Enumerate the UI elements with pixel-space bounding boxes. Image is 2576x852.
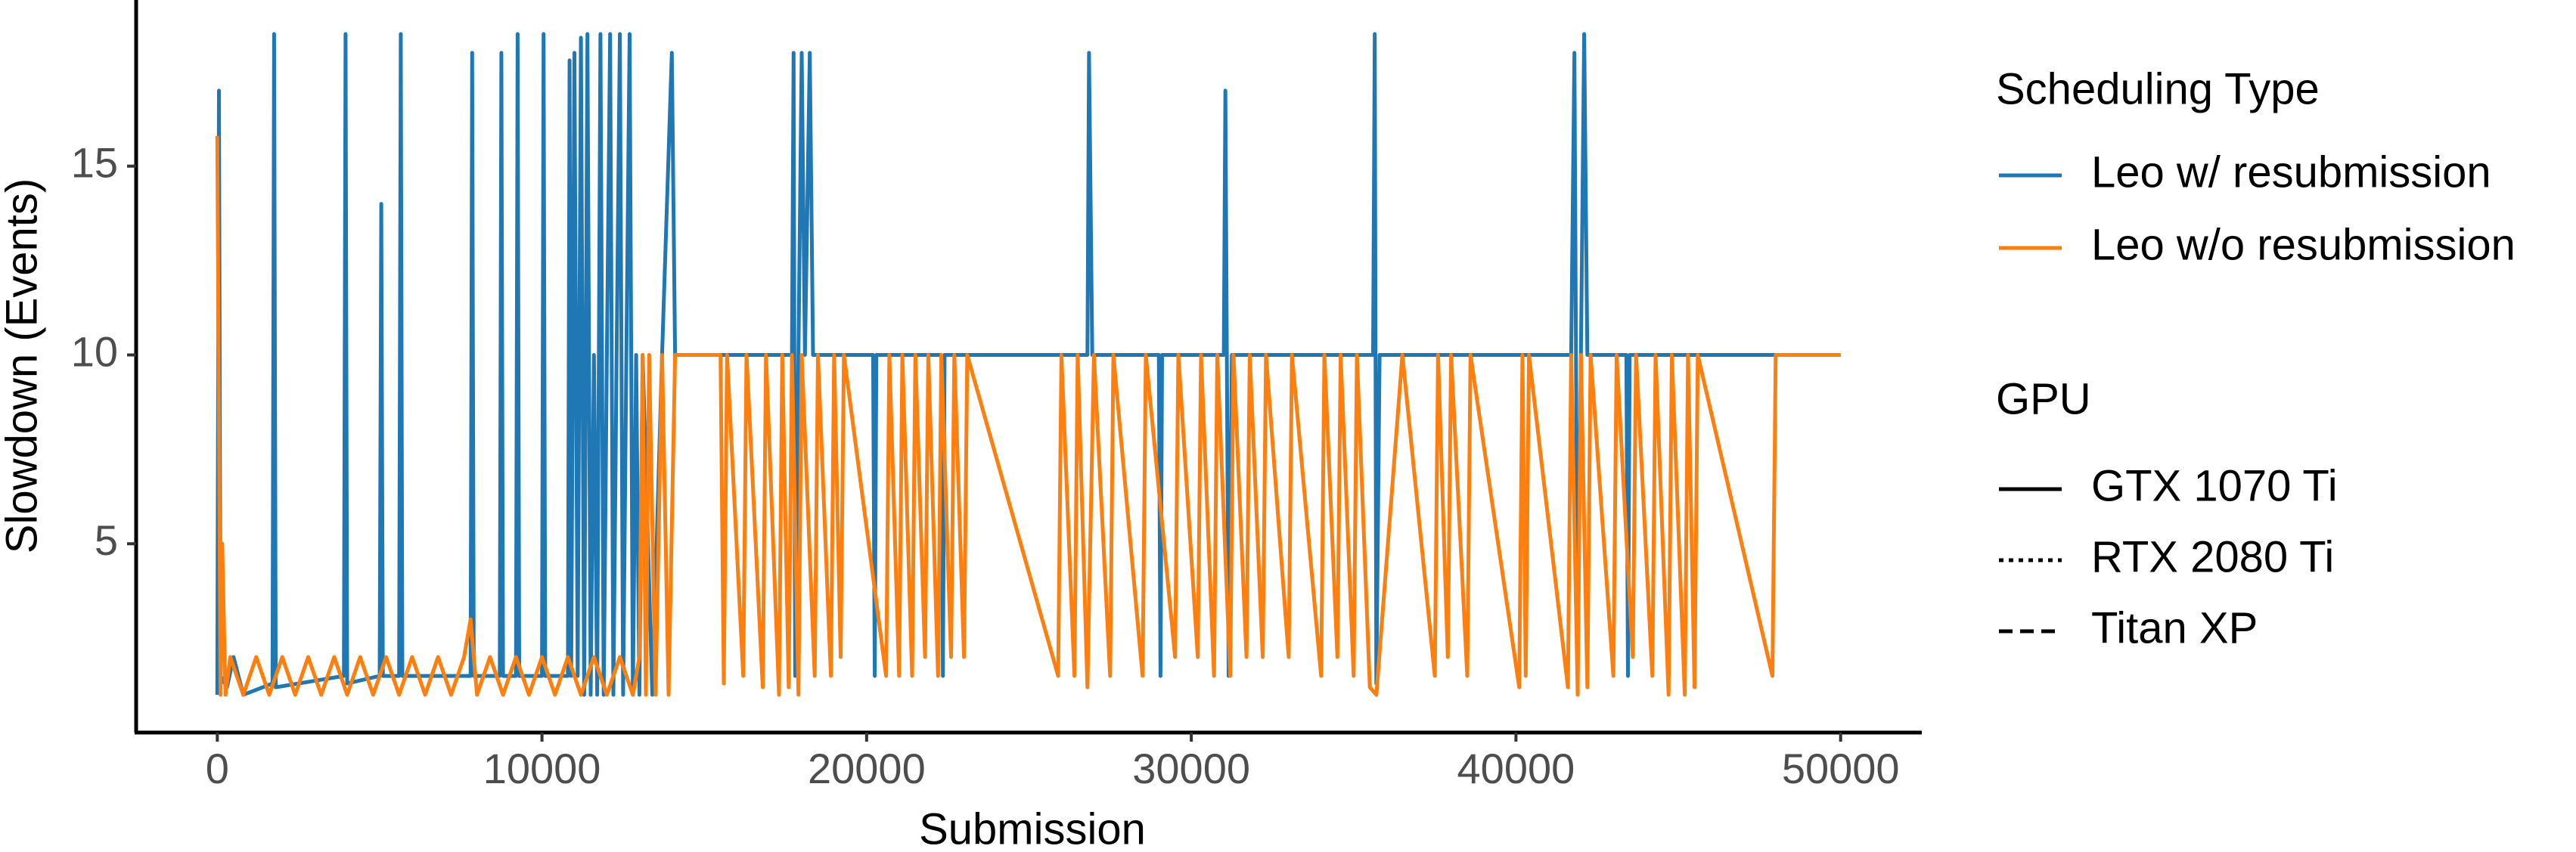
y-tick-label: 10 [71, 327, 118, 375]
series-line [215, 32, 1841, 697]
x-tick-label: 40000 [1457, 745, 1575, 792]
x-tick-label: 20000 [808, 745, 926, 792]
x-tick-label: 10000 [483, 745, 601, 792]
legend-label: Leo w/ resubmission [2091, 147, 2491, 197]
legend-label: Leo w/o resubmission [2091, 220, 2515, 269]
y-axis-title: Slowdown (Events) [0, 178, 46, 553]
x-axis-title: Submission [919, 804, 1146, 852]
plot-area [215, 32, 1841, 697]
legend-label: GTX 1070 Ti [2091, 461, 2338, 510]
y-tick-label: 5 [95, 516, 118, 564]
legend-label: Titan XP [2091, 603, 2258, 652]
legend-title: Scheduling Type [1996, 64, 2320, 113]
x-tick-label: 0 [206, 745, 229, 792]
y-tick-label: 15 [71, 139, 118, 187]
x-tick-label: 50000 [1782, 745, 1900, 792]
series-line [215, 135, 1841, 697]
legend-label: RTX 2080 Ti [2091, 532, 2334, 581]
legend-title: GPU [1996, 374, 2091, 423]
x-tick-label: 30000 [1132, 745, 1250, 792]
